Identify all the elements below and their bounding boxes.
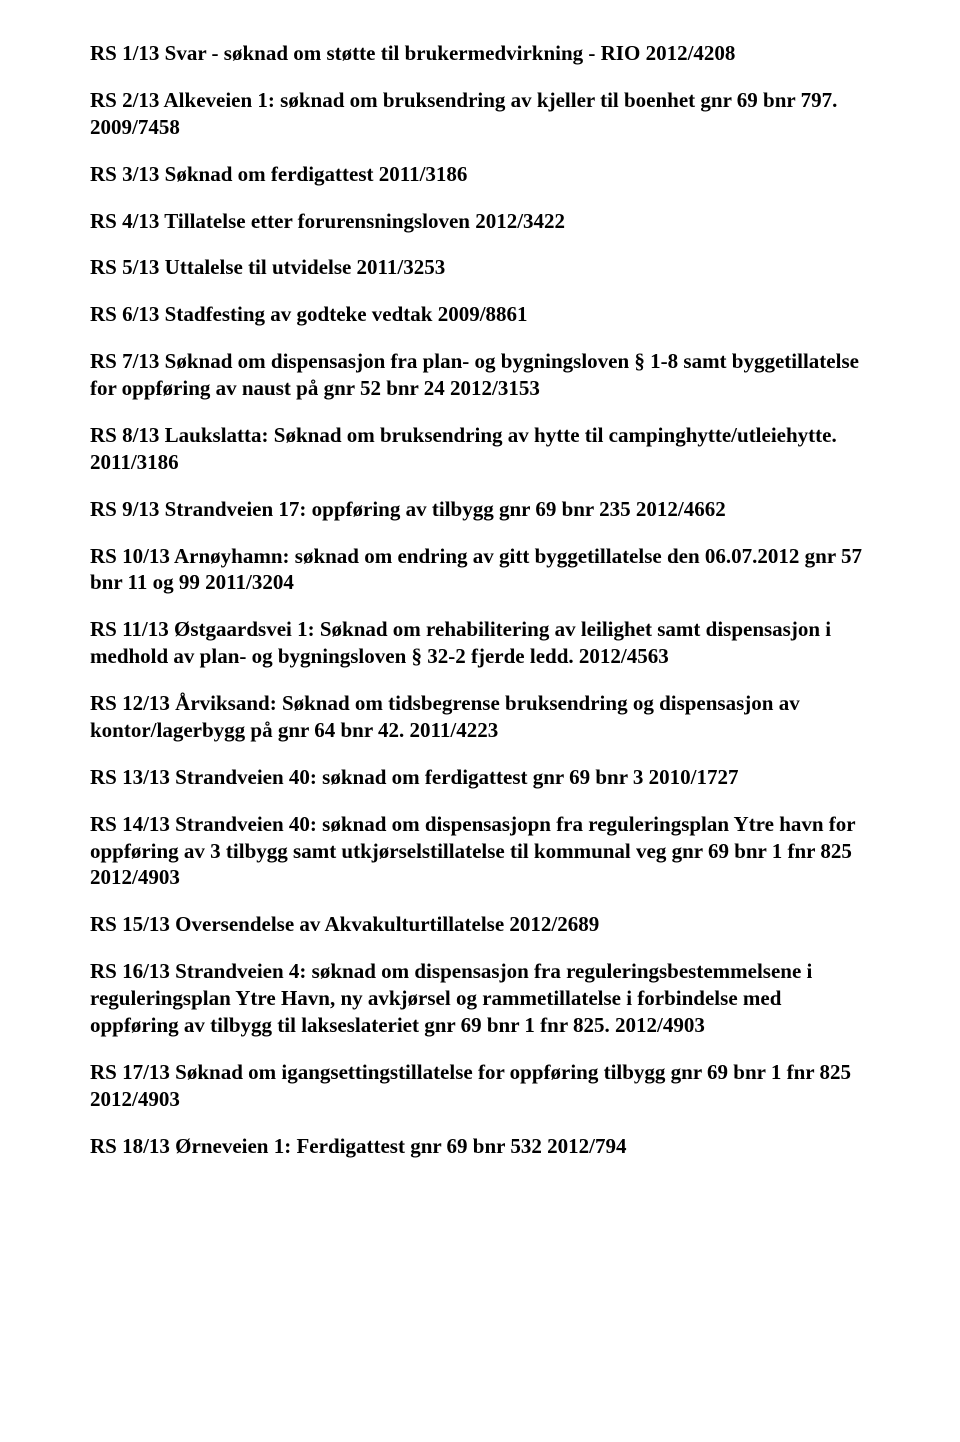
paragraph: RS 2/13 Alkeveien 1: søknad om bruksendr… [90, 87, 870, 141]
paragraph: RS 17/13 Søknad om igangsettingstillatel… [90, 1059, 870, 1113]
paragraph: RS 9/13 Strandveien 17: oppføring av til… [90, 496, 870, 523]
paragraph: RS 11/13 Østgaardsvei 1: Søknad om rehab… [90, 616, 870, 670]
paragraph: RS 8/13 Laukslatta: Søknad om bruksendri… [90, 422, 870, 476]
paragraph: RS 16/13 Strandveien 4: søknad om dispen… [90, 958, 870, 1039]
paragraph: RS 6/13 Stadfesting av godteke vedtak 20… [90, 301, 870, 328]
paragraph: RS 15/13 Oversendelse av Akvakulturtilla… [90, 911, 870, 938]
paragraph: RS 7/13 Søknad om dispensasjon fra plan-… [90, 348, 870, 402]
document-body: RS 1/13 Svar - søknad om støtte til bruk… [90, 40, 870, 1159]
paragraph: RS 14/13 Strandveien 40: søknad om dispe… [90, 811, 870, 892]
paragraph: RS 1/13 Svar - søknad om støtte til bruk… [90, 40, 870, 67]
paragraph: RS 4/13 Tillatelse etter forurensningslo… [90, 208, 870, 235]
paragraph: RS 5/13 Uttalelse til utvidelse 2011/325… [90, 254, 870, 281]
paragraph: RS 10/13 Arnøyhamn: søknad om endring av… [90, 543, 870, 597]
paragraph: RS 13/13 Strandveien 40: søknad om ferdi… [90, 764, 870, 791]
paragraph: RS 12/13 Årviksand: Søknad om tidsbegren… [90, 690, 870, 744]
paragraph: RS 18/13 Ørneveien 1: Ferdigattest gnr 6… [90, 1133, 870, 1160]
paragraph: RS 3/13 Søknad om ferdigattest 2011/3186 [90, 161, 870, 188]
